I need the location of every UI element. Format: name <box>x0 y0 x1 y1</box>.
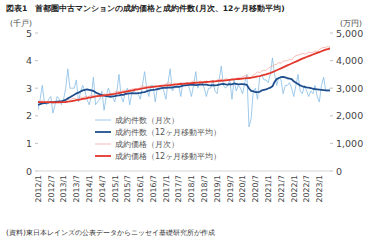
y2-tick-label: 4,000 <box>336 55 363 66</box>
y2-tick <box>330 143 333 144</box>
x-tick-label: 2016/1 <box>136 175 145 202</box>
title: 図表1 首都圏中古マンションの成約価格と成約件数(月次、12ヶ月移動平均) <box>6 4 285 13</box>
y-tick <box>35 115 38 116</box>
y2-tick <box>330 88 333 89</box>
x-tick-label: 2013/7 <box>72 175 81 202</box>
legend-swatch <box>95 120 111 121</box>
x-tick-label: 2021/7 <box>277 175 286 202</box>
legend-swatch <box>95 131 111 133</box>
y2-tick-label: 3,000 <box>336 83 363 94</box>
x-tick-label: 2022/1 <box>290 175 299 202</box>
x-tick-label: 2014/7 <box>98 175 107 202</box>
legend-label: 成約件数（12ヶ月移動平均） <box>115 128 221 137</box>
chart: 図表1 首都圏中古マンションの成約価格と成約件数(月次、12ヶ月移動平均)(千戸… <box>0 0 370 241</box>
source-note: (資料)東日本レインズの公表データからニッセイ基礎研究所が作成 <box>6 228 215 237</box>
y-tick <box>35 33 38 34</box>
y2-tick <box>330 60 333 61</box>
y2-tick <box>330 171 333 172</box>
y-tick <box>35 171 38 172</box>
legend-swatch <box>95 144 111 145</box>
legend-label: 成約件数（月次） <box>115 116 179 125</box>
x-tick-label: 2015/1 <box>111 175 120 202</box>
x-tick-label: 2014/1 <box>85 175 94 202</box>
x-tick-label: 2020/1 <box>238 175 247 202</box>
y-tick <box>35 60 38 61</box>
y-tick <box>35 88 38 89</box>
y2-tick <box>330 33 333 34</box>
x-tick-label: 2012/1 <box>34 175 43 202</box>
y-tick-label: 3 <box>26 83 32 94</box>
x-tick-label: 2018/1 <box>187 175 196 202</box>
x-tick-label: 2018/7 <box>200 175 209 202</box>
series-line <box>38 77 330 105</box>
x-tick-label: 2023/1 <box>315 175 324 202</box>
y2-tick-label: 1,000 <box>336 138 363 149</box>
plot-area <box>38 46 330 127</box>
legend-label: 成約価格（12ヶ月移動平均） <box>115 152 221 161</box>
legend-label: 成約価格（月次） <box>115 140 179 149</box>
x-tick-label: 2022/7 <box>302 175 311 202</box>
x-tick-label: 2012/7 <box>47 175 56 202</box>
x-tick-label: 2017/1 <box>162 175 171 202</box>
y2-tick <box>330 115 333 116</box>
series-line <box>38 48 330 102</box>
x-tick-label: 2017/7 <box>174 175 183 202</box>
x-tick-label: 2016/7 <box>149 175 158 202</box>
x-tick-label: 2015/7 <box>123 175 132 202</box>
y2-tick-label: 2,000 <box>336 110 363 121</box>
legend: 成約件数（月次） 成約件数（12ヶ月移動平均） 成約価格（月次） 成約価格（12ヶ月移… <box>95 116 221 161</box>
series-line <box>38 58 330 127</box>
legend-swatch <box>95 155 111 157</box>
y-tick-label: 5 <box>26 28 32 39</box>
x-tick-label: 2020/7 <box>251 175 260 202</box>
y-tick-label: 2 <box>26 110 32 121</box>
y-tick-label: 1 <box>26 138 32 149</box>
y-tick-label: 4 <box>26 55 32 66</box>
x-tick-label: 2013/1 <box>59 175 68 202</box>
x-tick-label: 2019/1 <box>213 175 222 202</box>
y2-tick-label: 0 <box>336 166 342 177</box>
x-tick-label: 2019/7 <box>226 175 235 202</box>
y-tick-label: 0 <box>26 166 32 177</box>
y-tick <box>35 143 38 144</box>
x-axis <box>38 171 330 172</box>
series-line <box>38 46 330 103</box>
x-tick-label: 2021/1 <box>264 175 273 202</box>
y2-tick-label: 5,000 <box>336 28 363 39</box>
